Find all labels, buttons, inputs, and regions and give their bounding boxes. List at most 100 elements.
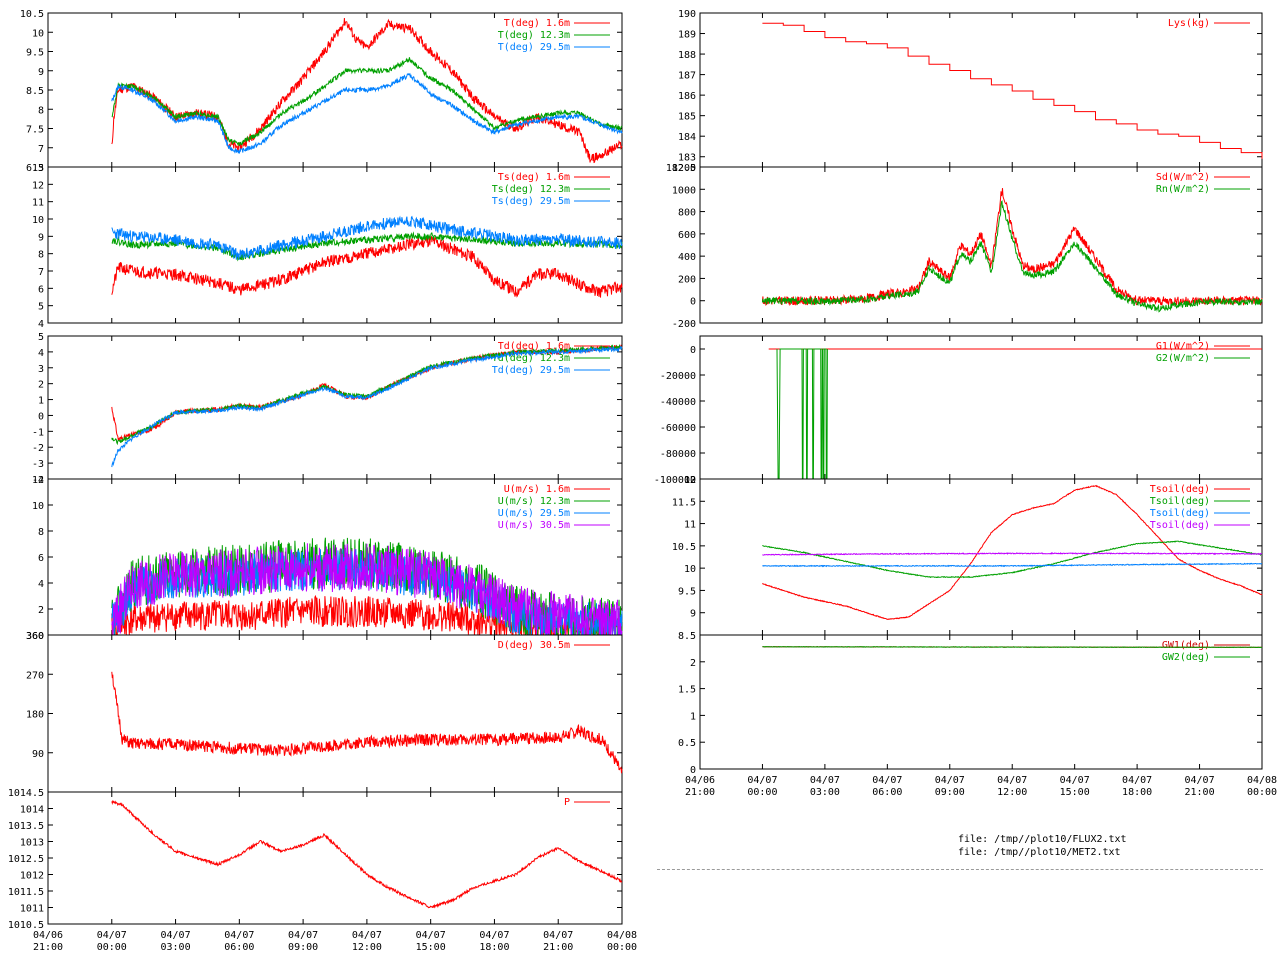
y-tick-label: 3 bbox=[38, 364, 44, 375]
y-tick-label: 10 bbox=[684, 564, 696, 575]
y-tick-label: 11.5 bbox=[672, 497, 696, 508]
series-line bbox=[761, 200, 1263, 313]
y-tick-label: 200 bbox=[678, 274, 696, 285]
y-tick-label: 8.5 bbox=[26, 86, 44, 97]
plot-frame bbox=[699, 12, 1263, 168]
y-tick-label: 9 bbox=[690, 609, 696, 620]
legend-label: Rn(W/m^2) bbox=[1156, 184, 1210, 195]
legend-label: U(m/s) 1.6m bbox=[504, 484, 570, 495]
y-tick-label: 7 bbox=[38, 144, 44, 155]
panel-radiation: -200 0 200 400 600 800 1000 1200 Sd(W/m^2)Rn(W/m… bbox=[672, 163, 1263, 330]
y-tick-label: 8 bbox=[38, 250, 44, 261]
x-tick-label: 21:00 bbox=[33, 942, 63, 953]
y-tick-label: 2 bbox=[38, 380, 44, 391]
legend-label: T(deg) 12.3m bbox=[498, 30, 570, 41]
y-tick-label: 1013.5 bbox=[8, 821, 44, 832]
separator-line bbox=[657, 869, 1263, 870]
x-tick-label: 00:00 bbox=[97, 942, 127, 953]
y-tick-label: -40000 bbox=[660, 397, 696, 408]
y-tick-label: 190 bbox=[678, 9, 696, 20]
y-tick-label: 90 bbox=[32, 749, 44, 760]
x-tick-label: 03:00 bbox=[161, 942, 191, 953]
y-tick-label: 4 bbox=[38, 579, 44, 590]
y-tick-label: 5 bbox=[38, 332, 44, 343]
y-tick-label: 1013 bbox=[20, 838, 44, 849]
x-tick-label: 04/07 bbox=[161, 930, 191, 941]
plot-frame bbox=[699, 634, 1263, 770]
y-tick-label: 0 bbox=[690, 765, 696, 776]
y-tick-label: 360 bbox=[26, 631, 44, 642]
y-tick-label: -60000 bbox=[660, 423, 696, 434]
panel-soil-temperature: 8.599.51010.51111.51212Tsoil(deg)Tsoil(d… bbox=[672, 475, 1263, 642]
x-tick-label: 04/07 bbox=[872, 775, 902, 786]
y-tick-label: 0 bbox=[38, 411, 44, 422]
series-line bbox=[762, 484, 1263, 621]
y-tick-label: 1011.5 bbox=[8, 887, 44, 898]
series-line bbox=[762, 22, 1263, 159]
y-tick-label: -2 bbox=[32, 443, 44, 454]
legend-label: T(deg) 29.5m bbox=[498, 42, 570, 53]
x-tick-label: 04/06 bbox=[685, 775, 715, 786]
y-tick-label: 1010.5 bbox=[8, 920, 44, 931]
y-tick-label: -100000 bbox=[654, 475, 696, 486]
x-tick-label: 00:00 bbox=[607, 942, 637, 953]
x-tick-label: 15:00 bbox=[1060, 787, 1090, 798]
legend-label: Tsoil(deg) bbox=[1150, 484, 1210, 495]
panel-ground-heat-flux: -100000 -80000 -60000 -40000 -20000 0 G1(W/m^2… bbox=[654, 335, 1263, 486]
y-tick-label: 2 bbox=[690, 658, 696, 669]
y-tick-label: 1014.5 bbox=[8, 788, 44, 799]
series-line bbox=[111, 72, 623, 154]
series-line bbox=[111, 57, 623, 147]
y-tick-label: 12 bbox=[32, 180, 44, 191]
y-tick-label: -80000 bbox=[660, 449, 696, 460]
legend-label: Tsoil(deg) bbox=[1150, 508, 1210, 519]
legend-label: GW2(deg) bbox=[1162, 652, 1210, 663]
y-tick-label: -4 bbox=[32, 475, 44, 486]
legend-label: GW1(deg) bbox=[1162, 640, 1210, 651]
x-tick-label: 21:00 bbox=[543, 942, 573, 953]
y-tick-label: 10 bbox=[32, 215, 44, 226]
legend-label: Sd(W/m^2) bbox=[1156, 172, 1210, 183]
x-tick-label: 12:00 bbox=[352, 942, 382, 953]
series-line bbox=[111, 799, 623, 909]
x-tick-label: 04/07 bbox=[479, 930, 509, 941]
x-tick-label: 04/07 bbox=[543, 930, 573, 941]
x-tick-label: 04/07 bbox=[352, 930, 382, 941]
y-tick-label: 4 bbox=[38, 319, 44, 330]
y-tick-label: 8.5 bbox=[678, 631, 696, 642]
y-tick-label: 10.5 bbox=[20, 9, 44, 20]
y-tick-label: 186 bbox=[678, 91, 696, 102]
x-tick-label: 21:00 bbox=[1185, 787, 1215, 798]
legend-label: P bbox=[564, 797, 570, 808]
y-tick-label: -1 bbox=[32, 427, 44, 438]
y-tick-label: 2 bbox=[38, 605, 44, 616]
y-tick-label: 9.5 bbox=[678, 586, 696, 597]
legend-label: U(m/s) 30.5m bbox=[498, 520, 570, 531]
x-tick-label: 04/06 bbox=[33, 930, 63, 941]
y-tick-label: 1 bbox=[690, 711, 696, 722]
y-tick-label: 270 bbox=[26, 670, 44, 681]
panel-ground-water: 0 0.5 1 1.5 2 GW1(deg)GW2(deg) bbox=[678, 634, 1263, 776]
y-tick-label: 13 bbox=[32, 163, 44, 174]
x-tick-label: 06:00 bbox=[872, 787, 902, 798]
file-list: file: /tmp//plot10/FLUX2.txt file: /tmp/… bbox=[958, 833, 1127, 859]
y-tick-label: 12 bbox=[684, 475, 696, 486]
legend-label: G2(W/m^2) bbox=[1156, 353, 1210, 364]
y-tick-label: -3 bbox=[32, 459, 44, 470]
y-tick-label: 10 bbox=[32, 28, 44, 39]
y-tick-label: -200 bbox=[672, 319, 696, 330]
series-line bbox=[762, 645, 1262, 649]
x-tick-label: 04/07 bbox=[1060, 775, 1090, 786]
legend-label: Lys(kg) bbox=[1168, 18, 1210, 29]
x-tick-label: 21:00 bbox=[685, 787, 715, 798]
x-tick-label: 09:00 bbox=[935, 787, 965, 798]
y-tick-label: 6 bbox=[38, 553, 44, 564]
series-line bbox=[111, 215, 623, 260]
y-tick-label: 7 bbox=[38, 267, 44, 278]
y-tick-label: 12 bbox=[32, 475, 44, 486]
legend-label: Ts(deg) 29.5m bbox=[492, 196, 570, 207]
y-tick-label: 8 bbox=[38, 527, 44, 538]
